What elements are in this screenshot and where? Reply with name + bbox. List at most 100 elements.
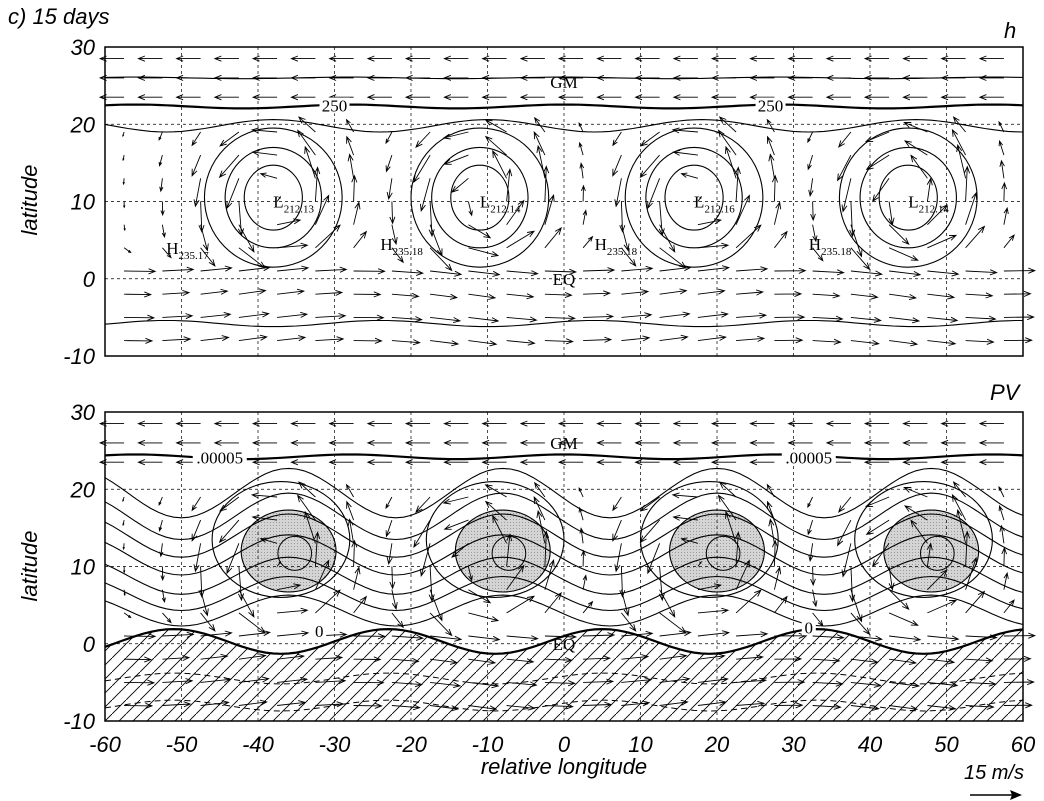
velocity-vector	[277, 288, 306, 295]
velocity-vector	[850, 340, 880, 346]
velocity-vector	[484, 119, 507, 133]
velocity-vector	[952, 116, 966, 133]
velocity-vector	[697, 288, 726, 295]
velocity-vector	[825, 74, 851, 81]
velocity-vector	[122, 131, 125, 138]
y-tick-label: 20	[70, 477, 96, 502]
pv-core	[883, 509, 980, 593]
velocity-vector	[200, 224, 209, 252]
velocity-vector	[774, 679, 806, 686]
velocity-vector	[277, 311, 309, 318]
velocity-vector	[768, 518, 775, 544]
velocity-vector	[251, 420, 278, 427]
contour-label: 250	[322, 96, 348, 115]
velocity-vector	[710, 420, 737, 427]
x-tick-label: 40	[858, 732, 883, 757]
velocity-vector	[1003, 655, 1032, 662]
velocity-vector	[544, 338, 574, 345]
velocity-vector	[671, 492, 698, 499]
velocity-vector	[544, 656, 573, 664]
velocity-vector	[612, 496, 622, 512]
velocity-vector	[237, 201, 245, 237]
velocity-vector	[612, 154, 622, 177]
velocity-vector	[1003, 599, 1015, 614]
velocity-vector	[404, 55, 431, 62]
y-tick-label: 0	[83, 267, 96, 292]
velocity-vector	[697, 583, 722, 591]
velocity-vector	[481, 55, 507, 62]
velocity-vector	[315, 701, 345, 708]
velocity-vector	[672, 420, 698, 427]
panel-pv-ylabel: latitude	[17, 531, 42, 602]
velocity-vector	[940, 459, 966, 466]
velocity-vector	[774, 314, 806, 321]
velocity-vector	[124, 314, 156, 321]
velocity-vector	[122, 566, 126, 574]
velocity-vector	[442, 496, 469, 505]
velocity-vector	[353, 268, 386, 275]
velocity-vector	[353, 230, 368, 249]
velocity-vector	[736, 335, 766, 342]
velocity-vector	[238, 630, 271, 637]
velocity-vector	[926, 542, 933, 567]
velocity-vector	[162, 678, 194, 685]
velocity-vector	[725, 145, 737, 179]
velocity-vector	[533, 481, 546, 498]
velocity-vector	[314, 559, 330, 590]
velocity-vector	[639, 131, 660, 147]
velocity-vector	[404, 459, 431, 466]
velocity-vector	[429, 589, 443, 622]
velocity-vector	[430, 293, 459, 300]
pv-core	[454, 509, 551, 593]
velocity-vector	[735, 194, 750, 225]
velocity-vector	[124, 633, 157, 640]
velocity-vector	[749, 459, 775, 466]
velocity-vector	[386, 543, 393, 565]
velocity-vector	[771, 174, 779, 202]
contour-low	[859, 146, 957, 249]
velocity-vector	[578, 506, 584, 521]
velocity-vector	[910, 154, 928, 179]
velocity-vector	[200, 653, 229, 660]
velocity-vector	[366, 420, 392, 427]
low-label: L212.13	[273, 193, 314, 216]
velocity-vector	[193, 178, 202, 208]
velocity-vector	[200, 247, 216, 267]
x-tick-label: -40	[242, 732, 275, 757]
velocity-vector	[849, 201, 856, 238]
velocity-vector	[175, 55, 201, 62]
velocity-vector	[965, 269, 998, 276]
velocity-vector	[122, 201, 126, 209]
velocity-vector	[998, 139, 1005, 156]
velocity-vector	[766, 118, 775, 133]
velocity-vector	[259, 172, 278, 179]
x-tick-label: 50	[934, 732, 959, 757]
velocity-vector	[863, 74, 890, 81]
velocity-vector	[506, 595, 536, 614]
velocity-vector	[787, 420, 813, 427]
velocity-vector	[963, 530, 971, 567]
velocity-vector	[290, 420, 316, 427]
velocity-vector	[825, 420, 851, 427]
velocity-vector	[1003, 206, 1009, 225]
velocity-vector	[366, 439, 392, 446]
velocity-vector	[415, 496, 431, 513]
velocity-vector	[315, 589, 341, 614]
velocity-vector	[481, 439, 507, 446]
contour-00005	[104, 453, 1024, 461]
velocity-vector	[443, 519, 469, 530]
velocity-vector	[998, 504, 1005, 521]
velocity-vector	[353, 566, 361, 590]
velocity-vector	[1003, 702, 1033, 709]
velocity-vector	[927, 658, 956, 665]
velocity-vector	[621, 654, 650, 661]
velocity-vector	[927, 234, 958, 249]
velocity-vector	[213, 74, 239, 81]
velocity-vector	[734, 531, 741, 567]
panel-pv-vectors	[98, 420, 1037, 712]
velocity-vector	[736, 266, 769, 273]
velocity-vector	[863, 420, 890, 427]
velocity-vector	[238, 224, 255, 253]
velocity-vector	[582, 600, 594, 614]
velocity-vector	[697, 218, 722, 226]
